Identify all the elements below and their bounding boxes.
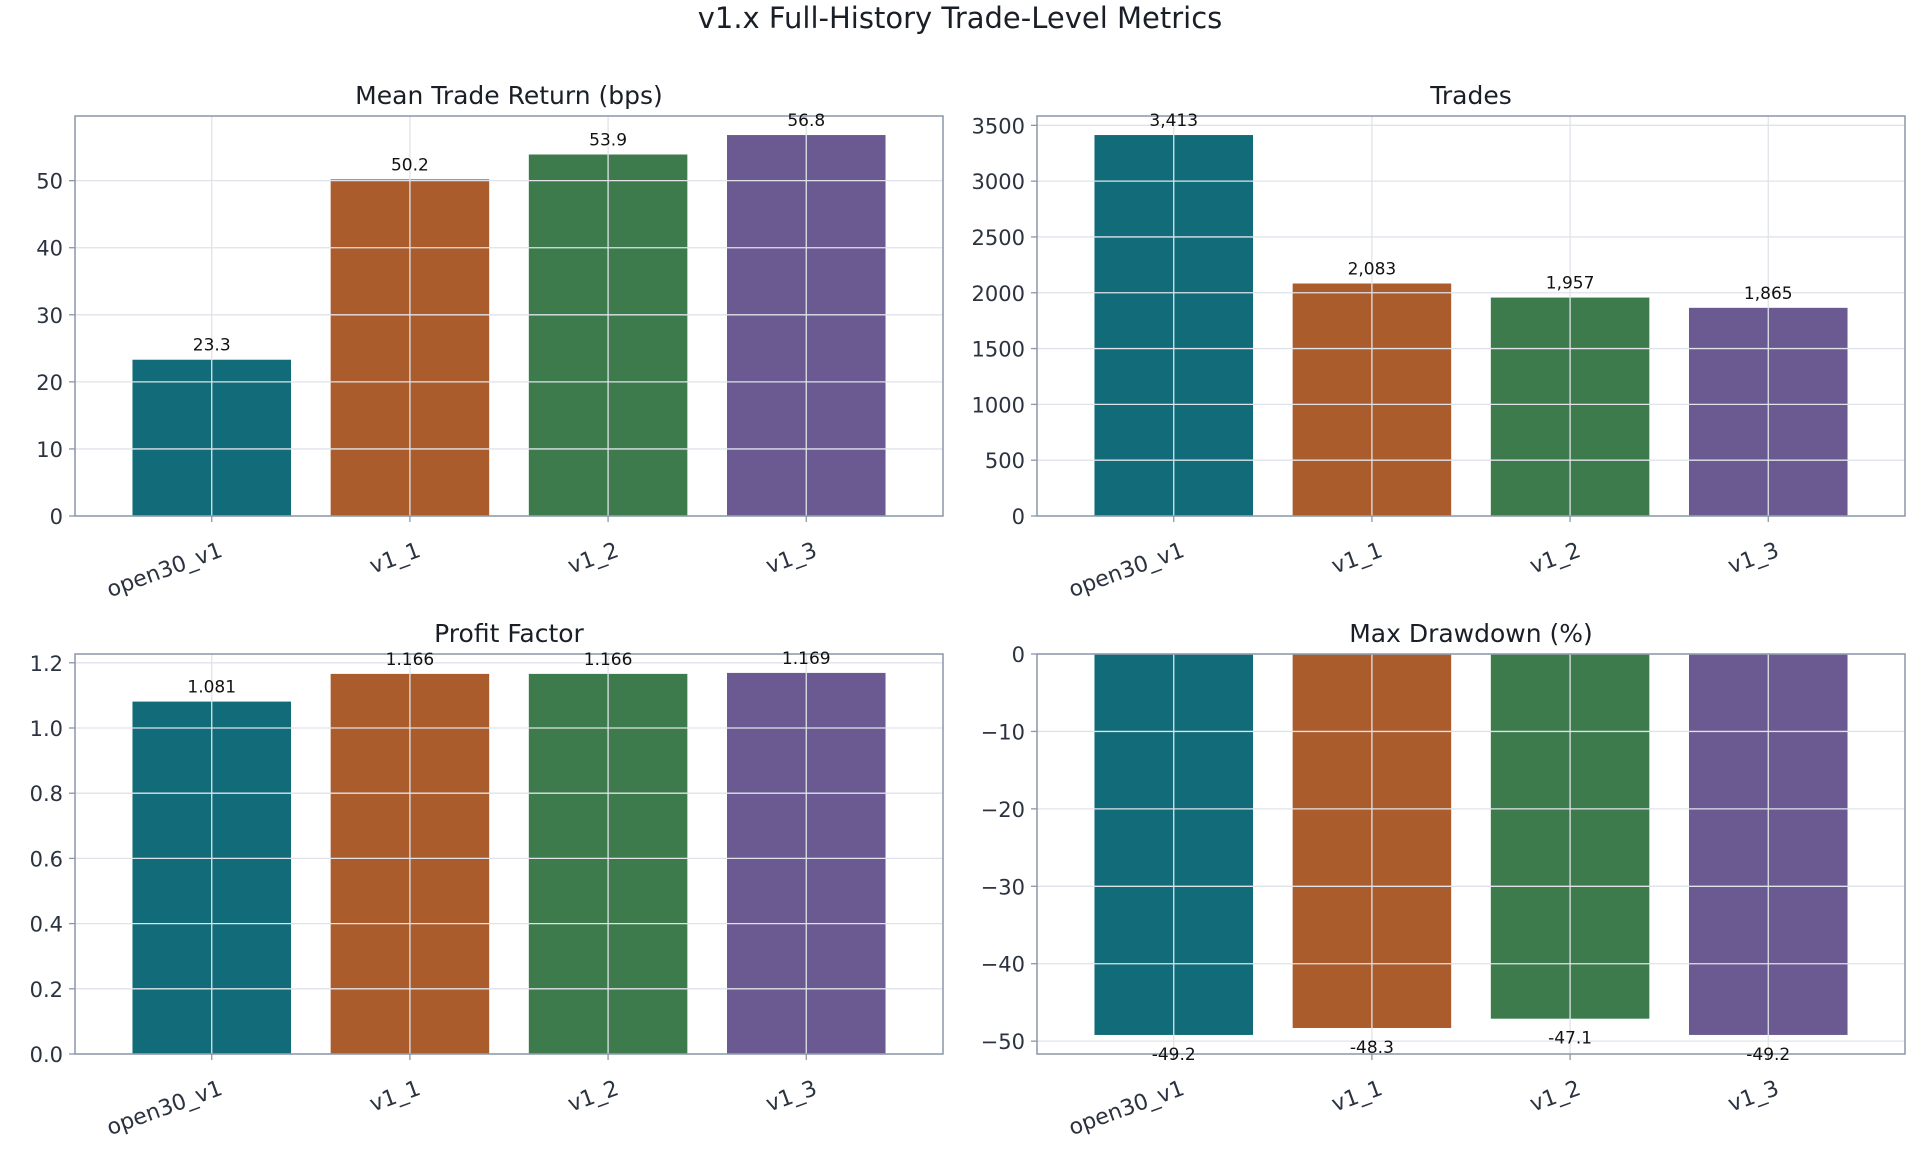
panel-title: Profit Factor [434,619,584,648]
y-tick-label: 0.0 [30,1043,63,1067]
data-label: -49.2 [1152,1045,1196,1065]
y-tick-label: 50 [36,170,63,194]
plot-frame [74,653,944,1055]
data-label: 2,083 [1348,259,1397,279]
y-tick-label: −20 [981,798,1025,822]
y-tick-label: 0.6 [30,847,63,871]
y-tick-label: 0.2 [30,978,63,1002]
y-tick-label: 0.8 [30,782,63,806]
x-tick-label: open30_v1 [1066,1076,1188,1141]
y-tick-label: 0 [1012,505,1025,529]
y-tick-label: 3500 [972,114,1025,138]
data-label: -48.3 [1350,1038,1394,1058]
data-label: 1.169 [782,649,831,669]
x-tick-label: open30_v1 [104,538,226,603]
data-label: 56.8 [787,111,825,131]
data-label: 23.3 [193,336,231,356]
y-tick-label: −30 [981,875,1025,899]
y-tick-label: 0.4 [30,913,63,937]
panel-title: Trades [1429,81,1511,110]
y-tick-label: 2500 [972,226,1025,250]
panel-title: Max Drawdown (%) [1349,619,1593,648]
y-tick-label: 500 [985,449,1025,473]
y-tick-label: 3000 [972,170,1025,194]
y-tick-label: 0 [50,505,63,529]
x-tick-label: v1_2 [1527,1076,1584,1117]
chart-panel-2: Trades 0 500 1000 1500 2000 2500 3000 3500 open30… [972,81,1906,603]
y-tick-label: −50 [981,1030,1025,1054]
data-label: -47.1 [1548,1029,1592,1049]
chart-panel-4: Max Drawdown (%) 0 −10 −20 −30 −40 −50 open30_v… [981,619,1906,1141]
y-tick-label: −40 [981,953,1025,977]
x-tick-label: v1_3 [1725,1076,1782,1117]
y-tick-label: 1000 [972,393,1025,417]
panel-title: Mean Trade Return (bps) [355,81,663,110]
data-label: 53.9 [589,130,627,150]
y-tick-label: 30 [36,304,63,328]
data-label: 1.166 [584,650,633,670]
x-tick-label: v1_2 [1527,538,1584,579]
x-tick-label: v1_1 [367,538,424,579]
y-tick-label: −10 [981,720,1025,744]
x-tick-label: open30_v1 [1066,538,1188,603]
y-tick-label: 0 [1012,643,1025,667]
chart-panel-3: Profit Factor 0.0 0.2 0.4 0.6 0.8 1.0 1.2 open30… [30,619,944,1141]
y-tick-label: 2000 [972,282,1025,306]
data-label: 1,865 [1744,284,1793,304]
data-label: -49.2 [1746,1045,1790,1065]
plot-frame [1036,653,1906,1055]
y-tick-label: 1500 [972,338,1025,362]
x-tick-label: v1_3 [763,1076,820,1117]
x-tick-label: v1_2 [565,1076,622,1117]
data-label: 1.166 [386,650,435,670]
x-tick-label: v1_1 [367,1076,424,1117]
y-tick-label: 1.2 [30,652,63,676]
x-tick-label: v1_1 [1329,1076,1386,1117]
data-label: 1,957 [1546,274,1595,294]
data-label: 3,413 [1149,111,1198,131]
figure-title: v1.x Full-History Trade-Level Metrics [698,1,1223,35]
x-tick-label: v1_3 [1725,538,1782,579]
y-tick-label: 40 [36,237,63,261]
data-label: 1.081 [187,678,236,698]
plot-frame [74,115,944,517]
data-label: 50.2 [391,155,429,175]
x-tick-label: open30_v1 [104,1076,226,1141]
x-tick-label: v1_1 [1329,538,1386,579]
y-tick-label: 10 [36,438,63,462]
plot-frame [1036,115,1906,517]
y-tick-label: 1.0 [30,717,63,741]
x-tick-label: v1_2 [565,538,622,579]
y-tick-label: 20 [36,371,63,395]
chart-panel-1: Mean Trade Return (bps) 0 10 20 30 40 50 open30… [36,81,944,603]
x-tick-label: v1_3 [763,538,820,579]
